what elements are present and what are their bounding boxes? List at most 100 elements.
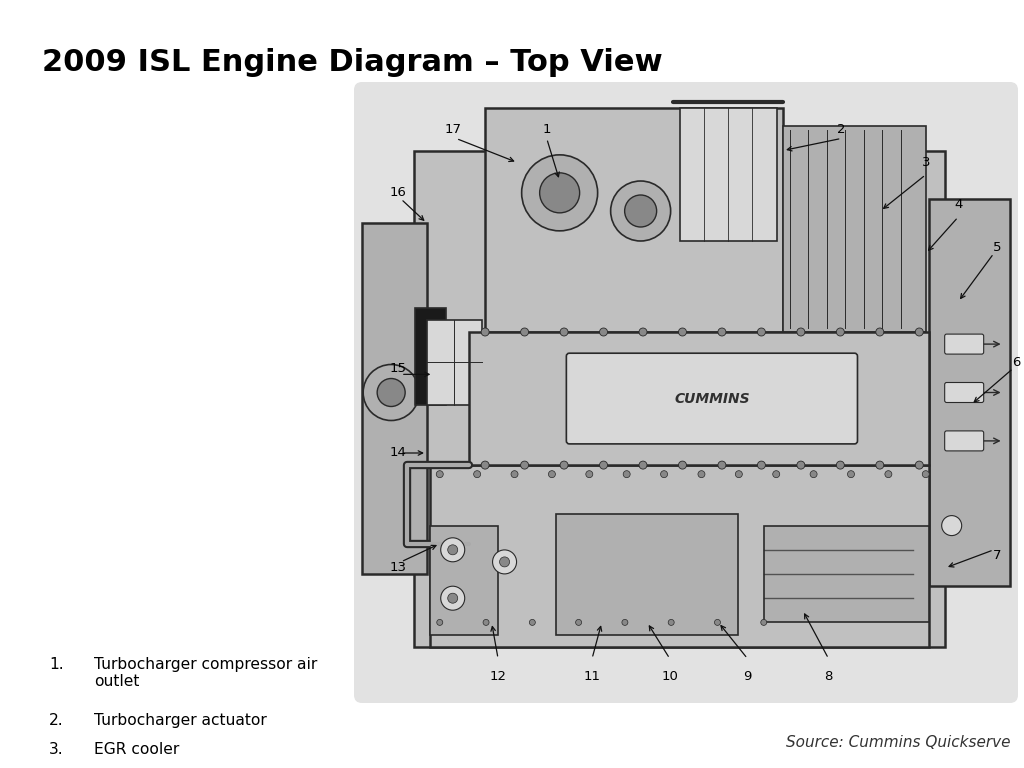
Circle shape: [364, 365, 419, 421]
Text: 1.: 1.: [49, 657, 63, 672]
Circle shape: [876, 461, 884, 469]
Circle shape: [679, 461, 686, 469]
Circle shape: [483, 620, 489, 625]
Bar: [427, 320, 482, 405]
Text: 6: 6: [1013, 356, 1021, 369]
Bar: [430, 465, 929, 647]
Circle shape: [440, 586, 465, 611]
Circle shape: [761, 620, 767, 625]
Circle shape: [923, 471, 929, 478]
Bar: [485, 108, 783, 332]
Circle shape: [735, 471, 742, 478]
FancyBboxPatch shape: [945, 382, 984, 402]
Circle shape: [624, 471, 630, 478]
Text: 1: 1: [543, 123, 551, 136]
Circle shape: [758, 328, 765, 336]
Text: 4: 4: [954, 198, 963, 211]
Circle shape: [679, 328, 686, 336]
Circle shape: [810, 471, 817, 478]
Text: 3.: 3.: [49, 742, 63, 757]
Circle shape: [474, 471, 480, 478]
Bar: [680, 108, 777, 241]
Text: CUMMINS: CUMMINS: [674, 392, 750, 406]
Circle shape: [660, 471, 668, 478]
Circle shape: [797, 328, 805, 336]
Circle shape: [481, 328, 489, 336]
Circle shape: [885, 471, 892, 478]
Text: 15: 15: [389, 362, 407, 375]
Circle shape: [377, 379, 406, 406]
Text: 10: 10: [662, 670, 678, 684]
Circle shape: [622, 620, 628, 625]
Text: Turbocharger actuator: Turbocharger actuator: [94, 713, 267, 729]
Circle shape: [639, 461, 647, 469]
FancyBboxPatch shape: [945, 334, 984, 354]
Circle shape: [718, 328, 726, 336]
Circle shape: [540, 173, 580, 213]
Circle shape: [915, 461, 924, 469]
Circle shape: [560, 461, 568, 469]
Text: 2.: 2.: [49, 713, 63, 729]
Circle shape: [876, 328, 884, 336]
Circle shape: [586, 471, 593, 478]
Bar: [783, 126, 926, 332]
Bar: [415, 308, 446, 405]
Circle shape: [715, 620, 721, 625]
Circle shape: [625, 195, 656, 227]
Circle shape: [436, 471, 443, 478]
Circle shape: [575, 620, 582, 625]
Circle shape: [758, 461, 765, 469]
Text: 11: 11: [584, 670, 600, 684]
Circle shape: [773, 471, 779, 478]
Text: 16: 16: [389, 187, 407, 200]
Circle shape: [437, 620, 442, 625]
Circle shape: [520, 461, 528, 469]
Circle shape: [848, 471, 854, 478]
FancyBboxPatch shape: [354, 82, 1018, 703]
Text: 8: 8: [824, 670, 833, 684]
Circle shape: [560, 328, 568, 336]
Circle shape: [511, 471, 518, 478]
Circle shape: [493, 550, 516, 574]
Circle shape: [440, 538, 465, 562]
Bar: [430, 525, 498, 634]
Circle shape: [500, 557, 510, 567]
Text: 14: 14: [389, 446, 407, 459]
Bar: [362, 223, 427, 574]
Text: 9: 9: [743, 670, 752, 684]
Circle shape: [599, 328, 607, 336]
Text: EGR cooler: EGR cooler: [94, 742, 179, 757]
Circle shape: [549, 471, 555, 478]
Circle shape: [837, 328, 845, 336]
Text: Turbocharger compressor air
outlet: Turbocharger compressor air outlet: [94, 657, 317, 689]
Circle shape: [639, 328, 647, 336]
Text: 3: 3: [922, 156, 930, 169]
Text: 12: 12: [489, 670, 507, 684]
Text: 5: 5: [993, 241, 1001, 253]
Bar: [556, 514, 738, 634]
Circle shape: [718, 461, 726, 469]
Text: 2: 2: [838, 123, 846, 136]
FancyBboxPatch shape: [566, 353, 857, 444]
Text: 13: 13: [389, 561, 407, 574]
Bar: [929, 199, 1010, 586]
Circle shape: [942, 515, 962, 535]
Circle shape: [447, 593, 458, 603]
Circle shape: [837, 461, 845, 469]
Circle shape: [529, 620, 536, 625]
Circle shape: [669, 620, 674, 625]
Text: 2009 ISL Engine Diagram – Top View: 2009 ISL Engine Diagram – Top View: [42, 48, 663, 77]
Circle shape: [447, 545, 458, 554]
Circle shape: [599, 461, 607, 469]
Text: Source: Cummins Quickserve: Source: Cummins Quickserve: [785, 735, 1010, 750]
Bar: [764, 525, 929, 622]
Text: 7: 7: [993, 549, 1001, 562]
FancyBboxPatch shape: [945, 431, 984, 451]
Circle shape: [481, 461, 489, 469]
Bar: [414, 151, 945, 647]
Circle shape: [915, 328, 924, 336]
Circle shape: [521, 155, 598, 231]
Circle shape: [520, 328, 528, 336]
Text: 17: 17: [444, 123, 461, 136]
Circle shape: [698, 471, 705, 478]
